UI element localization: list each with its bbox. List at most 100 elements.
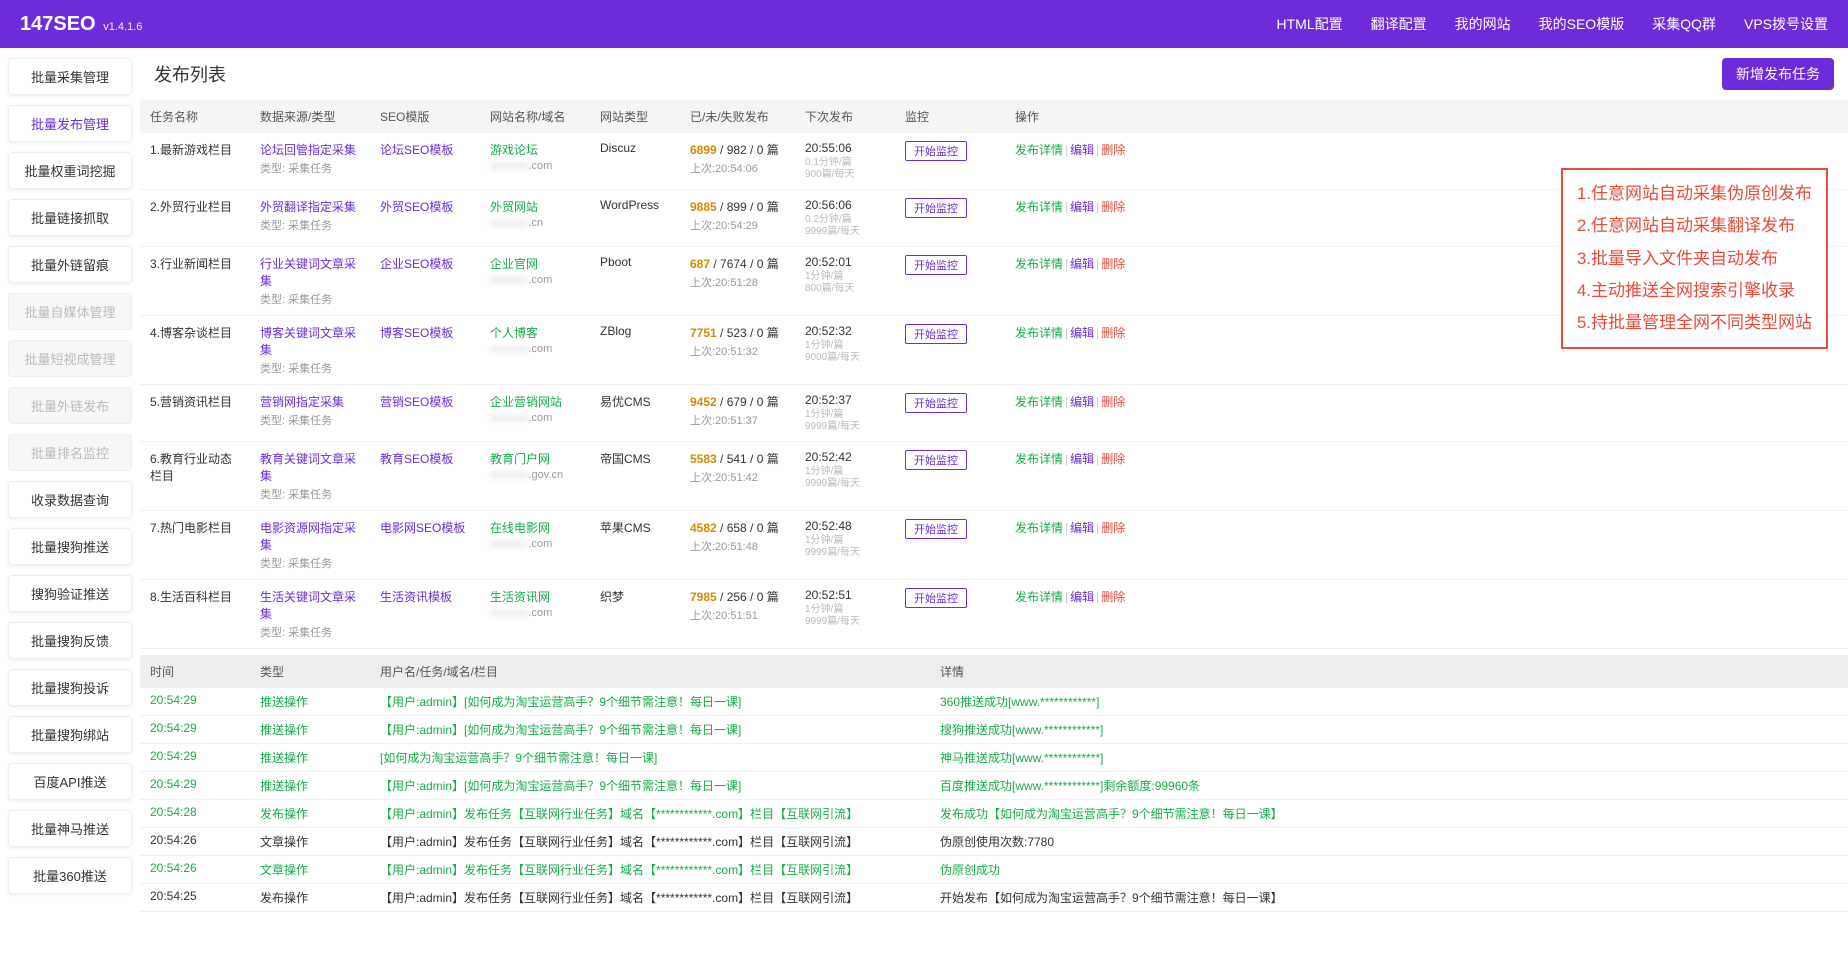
monitor-button[interactable]: 开始监控 [905,324,967,344]
add-publish-task-button[interactable]: 新增发布任务 [1722,58,1834,90]
source-link[interactable]: 电影资源网指定采集 [260,519,360,553]
detail-link[interactable]: 发布详情 [1015,590,1063,604]
sidebar: 批量采集管理批量发布管理批量权重词挖掘批量链接抓取批量外链留痕批量自媒体管理批量… [0,48,140,963]
template-link[interactable]: 教育SEO模板 [380,452,453,466]
nav-link-5[interactable]: VPS拨号设置 [1744,14,1828,34]
edit-link[interactable]: 编辑 [1070,521,1094,535]
template-link[interactable]: 生活资讯模板 [380,590,452,604]
source-link[interactable]: 行业关键词文章采集 [260,255,360,289]
log-msg: 【用户:admin】[如何成为淘宝运营高手？9个细节需注意！每日一课] [370,688,930,716]
detail-link[interactable]: 发布详情 [1015,200,1063,214]
sidebar-item-1[interactable]: 批量发布管理 [8,105,132,142]
source-link[interactable]: 外贸翻译指定采集 [260,198,360,215]
delete-link[interactable]: 删除 [1101,521,1125,535]
source-link[interactable]: 生活关键词文章采集 [260,588,360,622]
site-type: 易优CMS [590,385,680,442]
sidebar-item-4[interactable]: 批量外链留痕 [8,246,132,283]
sidebar-item-3[interactable]: 批量链接抓取 [8,199,132,236]
site-link[interactable]: 游戏论坛 [490,141,580,158]
col-header: 任务名称 [140,100,250,133]
task-name: 5.营销资讯栏目 [140,385,250,442]
detail-link[interactable]: 发布详情 [1015,395,1063,409]
source-type: 类型: 采集任务 [260,291,360,307]
template-link[interactable]: 营销SEO模板 [380,395,453,409]
log-detail: 搜狗推送成功[www.************] [930,716,1848,744]
site-link[interactable]: 外贸网站 [490,198,580,215]
delete-link[interactable]: 删除 [1101,326,1125,340]
edit-link[interactable]: 编辑 [1070,200,1094,214]
site-link[interactable]: 生活资讯网 [490,588,580,605]
site-link[interactable]: 个人博客 [490,324,580,341]
monitor-button[interactable]: 开始监控 [905,588,967,608]
sidebar-item-2[interactable]: 批量权重词挖掘 [8,152,132,189]
edit-link[interactable]: 编辑 [1070,326,1094,340]
delete-link[interactable]: 删除 [1101,395,1125,409]
log-detail: 百度推送成功[www.************]剩余额度:99960条 [930,772,1848,800]
sidebar-item-15[interactable]: 百度API推送 [8,763,132,800]
monitor-button[interactable]: 开始监控 [905,198,967,218]
log-detail: 神马推送成功[www.************] [930,744,1848,772]
site-link[interactable]: 教育门户网 [490,450,580,467]
source-link[interactable]: 论坛回管指定采集 [260,141,360,158]
nav-link-2[interactable]: 我的网站 [1455,14,1511,34]
edit-link[interactable]: 编辑 [1070,452,1094,466]
edit-link[interactable]: 编辑 [1070,590,1094,604]
source-link[interactable]: 博客关键词文章采集 [260,324,360,358]
delete-link[interactable]: 删除 [1101,590,1125,604]
site-link[interactable]: 企业营销网站 [490,393,580,410]
edit-link[interactable]: 编辑 [1070,395,1094,409]
site-type: 帝国CMS [590,442,680,511]
template-link[interactable]: 博客SEO模板 [380,326,453,340]
site-link[interactable]: 在线电影网 [490,519,580,536]
sidebar-item-12[interactable]: 批量搜狗反馈 [8,622,132,659]
delete-link[interactable]: 删除 [1101,200,1125,214]
nav-link-4[interactable]: 采集QQ群 [1652,14,1716,34]
detail-link[interactable]: 发布详情 [1015,452,1063,466]
next-publish: 20:56:060.2分钟/篇9999篇/每天 [795,190,895,247]
source-type: 类型: 采集任务 [260,360,360,376]
template-link[interactable]: 外贸SEO模板 [380,200,453,214]
source-link[interactable]: 教育关键词文章采集 [260,450,360,484]
site-type: 苹果CMS [590,511,680,580]
log-type: 推送操作 [250,772,370,800]
template-link[interactable]: 论坛SEO模板 [380,143,453,157]
nav-link-3[interactable]: 我的SEO模版 [1539,14,1625,34]
sidebar-item-0[interactable]: 批量采集管理 [8,58,132,95]
sidebar-item-17[interactable]: 批量360推送 [8,857,132,894]
edit-link[interactable]: 编辑 [1070,143,1094,157]
sidebar-item-16[interactable]: 批量神马推送 [8,810,132,847]
template-link[interactable]: 电影网SEO模板 [380,521,465,535]
edit-link[interactable]: 编辑 [1070,257,1094,271]
source-link[interactable]: 营销网指定采集 [260,393,360,410]
monitor-button[interactable]: 开始监控 [905,255,967,275]
sidebar-item-9[interactable]: 收录数据查询 [8,481,132,518]
site-type: WordPress [590,190,680,247]
nav-link-0[interactable]: HTML配置 [1277,14,1343,34]
detail-link[interactable]: 发布详情 [1015,257,1063,271]
detail-link[interactable]: 发布详情 [1015,326,1063,340]
log-time: 20:54:29 [140,688,250,716]
sidebar-item-11[interactable]: 搜狗验证推送 [8,575,132,612]
detail-link[interactable]: 发布详情 [1015,143,1063,157]
monitor-button[interactable]: 开始监控 [905,141,967,161]
publish-count: 6899 / 982 / 0 篇上次:20:54:06 [680,133,795,190]
monitor-button[interactable]: 开始监控 [905,450,967,470]
delete-link[interactable]: 删除 [1101,143,1125,157]
monitor-button[interactable]: 开始监控 [905,519,967,539]
delete-link[interactable]: 删除 [1101,452,1125,466]
topbar: 147SEO v1.4.1.6 HTML配置翻译配置我的网站我的SEO模版采集Q… [0,0,1848,48]
detail-link[interactable]: 发布详情 [1015,521,1063,535]
sidebar-item-10[interactable]: 批量搜狗推送 [8,528,132,565]
log-type: 推送操作 [250,716,370,744]
next-publish: 20:52:011分钟/篇800篇/每天 [795,247,895,316]
log-time: 20:54:29 [140,744,250,772]
sidebar-item-13[interactable]: 批量搜狗投诉 [8,669,132,706]
template-link[interactable]: 企业SEO模板 [380,257,453,271]
site-link[interactable]: 企业官网 [490,255,580,272]
row-actions: 发布详情|编辑|删除 [1005,580,1848,649]
delete-link[interactable]: 删除 [1101,257,1125,271]
log-time: 20:54:29 [140,772,250,800]
sidebar-item-14[interactable]: 批量搜狗绑站 [8,716,132,753]
nav-link-1[interactable]: 翻译配置 [1371,14,1427,34]
monitor-button[interactable]: 开始监控 [905,393,967,413]
